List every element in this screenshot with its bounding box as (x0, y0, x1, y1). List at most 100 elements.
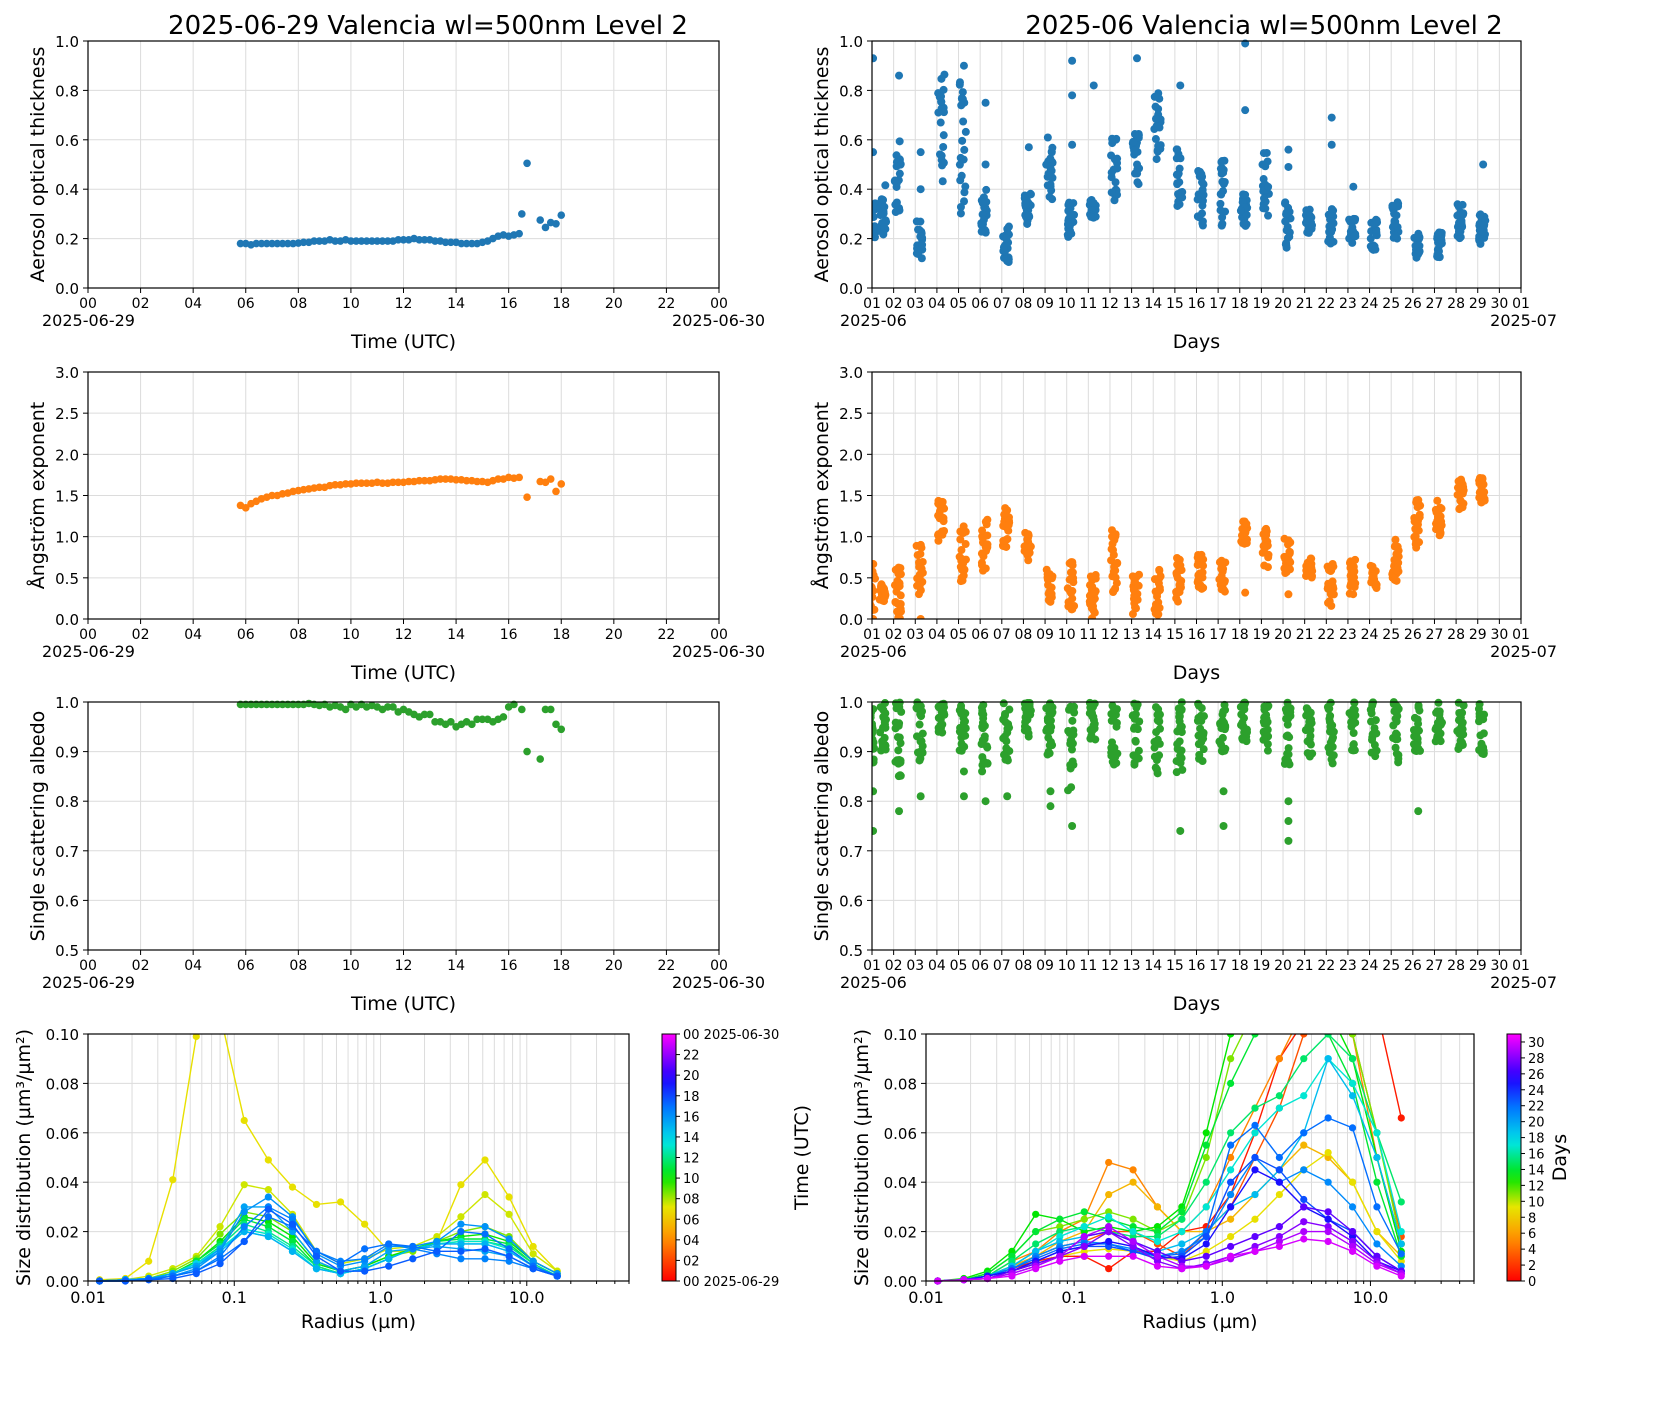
series-point (1373, 1252, 1381, 1260)
monthly-aot-panel: 01 02 03 04 05 06 07 08 09 10 11 12 13 14 15 16 17 18 19 20… (811, 33, 1557, 353)
data-point (1000, 510, 1009, 519)
data-point (891, 598, 900, 607)
data-point (959, 767, 968, 776)
x-tick-label: 10 (1058, 958, 1076, 974)
data-point (1153, 592, 1162, 601)
data-point (1111, 178, 1120, 187)
data-point (1259, 175, 1268, 184)
series-point (1227, 1079, 1235, 1087)
x-tick-label: 28 (1447, 296, 1465, 312)
data-point (1433, 250, 1442, 259)
data-point (1261, 731, 1270, 740)
data-point (1198, 219, 1207, 228)
x-tick-label: 25 (1382, 627, 1400, 643)
series-point (1348, 1203, 1357, 1211)
data-point (1414, 233, 1423, 242)
data-point (1200, 712, 1209, 721)
data-point (1480, 220, 1489, 229)
x-tick-label: 04 (184, 296, 202, 312)
data-point (1151, 703, 1160, 712)
data-point (1415, 247, 1424, 256)
data-point (1347, 573, 1356, 582)
x-tick-label: 1.0 (368, 1288, 393, 1307)
series-point (1032, 1265, 1040, 1273)
y-tick-label: 0.00 (884, 1273, 917, 1291)
data-point (1064, 219, 1073, 228)
data-point (1264, 211, 1273, 220)
data-point (981, 160, 990, 169)
data-point (1348, 216, 1357, 225)
series-point (457, 1255, 465, 1263)
series-point (1153, 1232, 1162, 1241)
data-point (523, 493, 531, 501)
data-point (252, 239, 261, 248)
data-point (1216, 199, 1225, 208)
data-point (1199, 734, 1208, 743)
data-point (939, 131, 948, 140)
series-point (1373, 1262, 1381, 1270)
series-point (505, 1210, 513, 1218)
x-tick-label: 16 (500, 958, 518, 974)
x-tick-label: 03 (906, 627, 924, 643)
y-tick-label: 0.7 (55, 843, 79, 861)
data-point (420, 236, 429, 244)
data-point (893, 733, 902, 742)
data-point (1242, 210, 1251, 219)
data-point (1240, 698, 1249, 707)
data-point (552, 720, 560, 729)
x-tick-label: 20 (1274, 296, 1292, 312)
x-tick-label: 24 (1361, 958, 1379, 974)
data-point (936, 118, 945, 127)
series-point (1227, 1252, 1235, 1260)
data-point (523, 159, 531, 168)
x-tick-label: 15 (1166, 958, 1184, 974)
x-tick-label: 02 (132, 296, 150, 312)
series-line (937, 1225, 1402, 1282)
data-point (1150, 92, 1159, 101)
plot-frame (87, 1033, 630, 1282)
x-tick-label: 12 (395, 958, 413, 974)
data-point (916, 754, 925, 763)
x-tick-label: 10 (342, 627, 360, 643)
series-point (553, 1272, 561, 1280)
data-point (958, 136, 967, 145)
series-point (1129, 1215, 1137, 1223)
series-point (216, 1255, 224, 1263)
data-point (1087, 603, 1096, 612)
x-tick-label: 14 (1144, 296, 1162, 312)
series-point (288, 1237, 297, 1246)
y-tick-label: 0.4 (839, 181, 863, 199)
plot-frame (871, 371, 1522, 620)
data-points (236, 473, 566, 512)
data-point (1175, 588, 1184, 597)
data-point (1372, 584, 1381, 593)
x-tick-label: 05 (950, 958, 968, 974)
series-point (1129, 1223, 1137, 1231)
data-point (1326, 239, 1335, 248)
series-point (481, 1190, 489, 1199)
x-tick-label: 16 (1188, 627, 1206, 643)
data-point (1412, 543, 1421, 552)
data-point (1045, 192, 1054, 201)
series-point (336, 1267, 345, 1275)
data-point (881, 715, 890, 724)
x-tick-label: 16 (500, 296, 518, 312)
data-point (1046, 787, 1055, 796)
data-point (1064, 786, 1073, 795)
series-point (1300, 1218, 1308, 1226)
data-point (1175, 164, 1184, 173)
series-point (1202, 1203, 1210, 1211)
series-point (1202, 1232, 1210, 1241)
colorbar-tick-label: 16 (1528, 1148, 1545, 1163)
data-point (1323, 703, 1332, 712)
series-point (312, 1265, 321, 1273)
series-point (1056, 1215, 1064, 1223)
data-point (983, 759, 992, 768)
data-point (1391, 566, 1400, 575)
data-point (1261, 162, 1270, 171)
daily-size-distribution-panel: 0.00 0.02 0.04 0.06 0.08 0.10 0.01 0.1 1.0 10.0 Ra… (13, 1026, 813, 1333)
series-point (312, 1200, 321, 1209)
data-point (956, 535, 965, 544)
series-point (1275, 1055, 1283, 1063)
data-point (415, 236, 424, 244)
